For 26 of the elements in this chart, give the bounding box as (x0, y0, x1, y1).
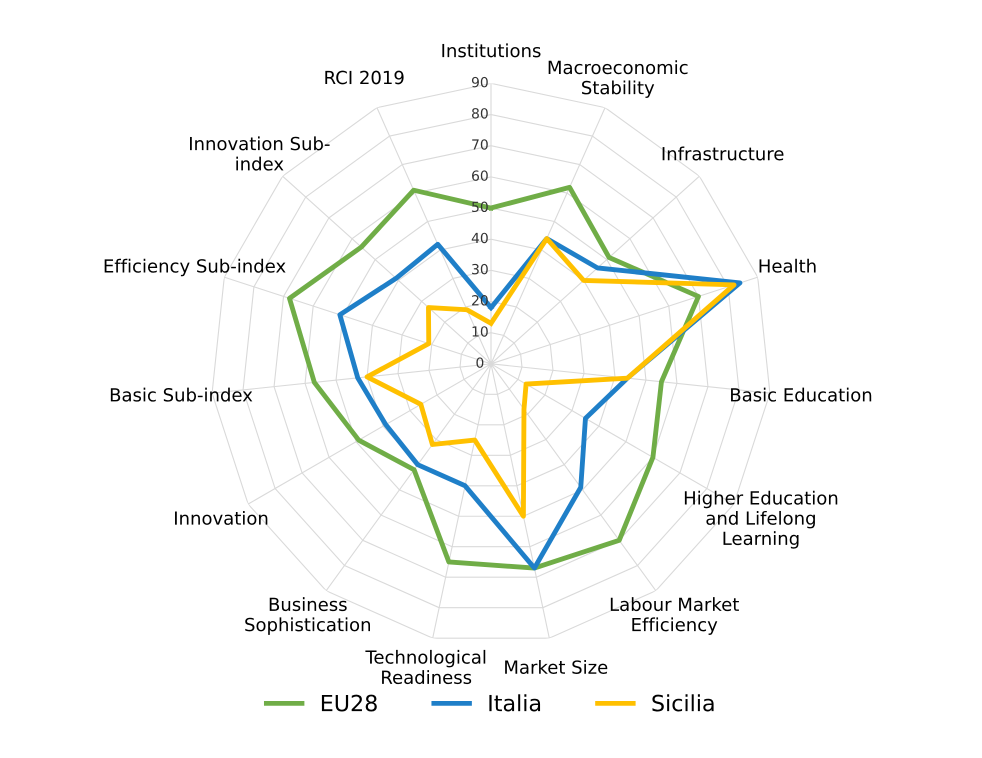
y-tick-label: 30 (472, 264, 488, 274)
spoke-label: Business Sophistication (245, 597, 370, 635)
spoke-label: Health (760, 258, 816, 273)
spoke-label: Innovation (175, 510, 268, 525)
legend-label: Sicilia (652, 694, 714, 712)
y-tick-label: 80 (472, 108, 488, 119)
spoke-label: Higher Education and Lifelong Learning (684, 490, 838, 549)
spoke-label: Macroeconomic Stability (548, 60, 688, 98)
spoke-label: Efficiency Sub-index (104, 258, 286, 276)
y-tick-label: 10 (472, 326, 488, 337)
legend-label: Italia (489, 694, 540, 712)
spoke-label: Labour Market Efficiency (610, 597, 739, 635)
spoke-label: Basic Education (731, 388, 872, 402)
y-tick-label: 70 (472, 139, 488, 150)
y-tick-label: 40 (472, 232, 488, 244)
y-tick-label: 90 (472, 76, 488, 88)
spoke-label: RCI 2019 (325, 70, 404, 84)
spoke-label: Basic Sub-index (110, 388, 252, 402)
spoke-label: Technological Readiness (365, 650, 486, 684)
y-tick-label: 0 (476, 357, 484, 368)
spoke-label: Innovation Sub- index (190, 136, 330, 171)
y-tick-label: 60 (472, 170, 488, 181)
spoke-label: Infrastructure (662, 146, 784, 161)
spoke-label: Market Size (505, 660, 608, 674)
spoke-label: Institutions (442, 43, 541, 58)
legend-label: EU28 (322, 694, 377, 712)
